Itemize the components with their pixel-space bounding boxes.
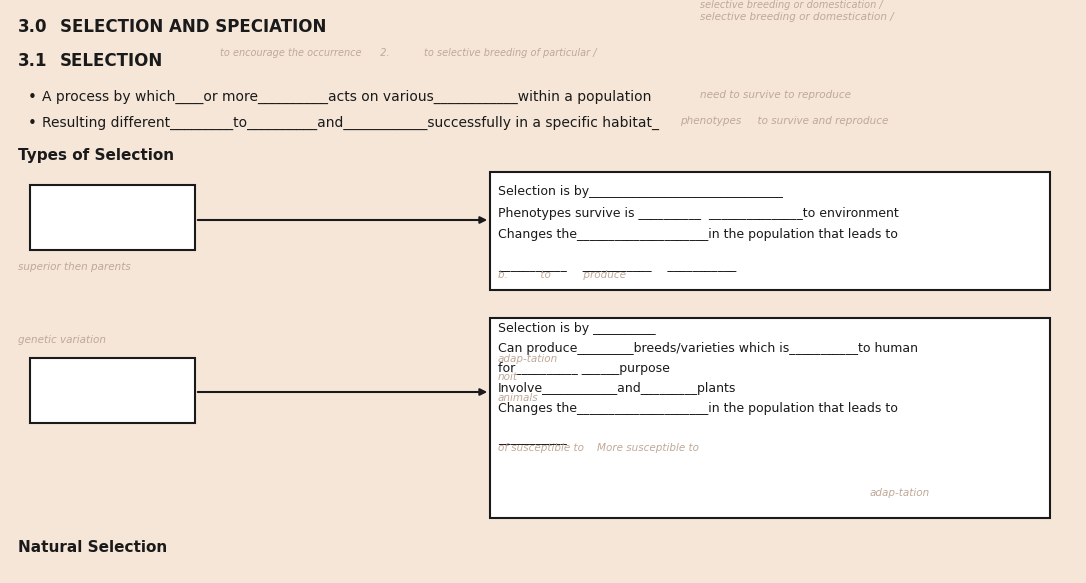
Text: for__________ ______purpose: for__________ ______purpose xyxy=(498,362,670,375)
Text: noit: noit xyxy=(498,372,518,382)
Text: Phenotypes survive is __________  _______________to environment: Phenotypes survive is __________ _______… xyxy=(498,207,899,220)
Text: Changes the_____________________in the population that leads to: Changes the_____________________in the p… xyxy=(498,228,898,241)
FancyBboxPatch shape xyxy=(490,172,1050,290)
Text: of susceptible to    More susceptible to: of susceptible to More susceptible to xyxy=(498,443,699,453)
Text: ___________    ___________    ___________: ___________ ___________ ___________ xyxy=(498,258,736,271)
Text: 3.0: 3.0 xyxy=(18,18,48,36)
FancyBboxPatch shape xyxy=(30,185,195,250)
Text: adap-tation: adap-tation xyxy=(498,354,558,364)
Text: to encourage the occurrence      2.           to selective breeding of particula: to encourage the occurrence 2. to select… xyxy=(220,48,596,58)
Text: A process by which____or more__________acts on various____________within a popul: A process by which____or more__________a… xyxy=(42,90,652,104)
Text: b.          to          produce: b. to produce xyxy=(498,270,626,280)
Text: selective breeding or domestication /: selective breeding or domestication / xyxy=(700,0,883,10)
Text: Natural Selection: Natural Selection xyxy=(18,540,167,555)
FancyBboxPatch shape xyxy=(30,358,195,423)
Text: phenotypes     to survive and reproduce: phenotypes to survive and reproduce xyxy=(680,116,888,126)
Text: Selection is by __________: Selection is by __________ xyxy=(498,322,656,335)
Text: Resulting different_________to__________and____________successfully in a specifi: Resulting different_________to__________… xyxy=(42,116,659,130)
Text: •: • xyxy=(28,116,37,131)
Text: ___________: ___________ xyxy=(498,432,567,445)
Text: SELECTION: SELECTION xyxy=(60,52,163,70)
Text: •: • xyxy=(28,90,37,105)
Text: Types of Selection: Types of Selection xyxy=(18,148,174,163)
FancyBboxPatch shape xyxy=(490,318,1050,518)
Text: Can produce_________breeds/varieties which is___________to human: Can produce_________breeds/varieties whi… xyxy=(498,342,918,355)
Text: Involve____________and_________plants: Involve____________and_________plants xyxy=(498,382,736,395)
Text: Selection is by_______________________________: Selection is by_________________________… xyxy=(498,185,783,198)
Text: SELECTION AND SPECIATION: SELECTION AND SPECIATION xyxy=(60,18,327,36)
Text: 3.1: 3.1 xyxy=(18,52,48,70)
Text: animals: animals xyxy=(498,393,539,403)
Text: Changes the_____________________in the population that leads to: Changes the_____________________in the p… xyxy=(498,402,898,415)
Text: selective breeding or domestication /: selective breeding or domestication / xyxy=(700,12,894,22)
Text: adap-tation: adap-tation xyxy=(870,488,931,498)
Text: genetic variation: genetic variation xyxy=(18,335,106,345)
Text: need to survive to reproduce: need to survive to reproduce xyxy=(700,90,851,100)
Text: superior then parents: superior then parents xyxy=(18,262,130,272)
